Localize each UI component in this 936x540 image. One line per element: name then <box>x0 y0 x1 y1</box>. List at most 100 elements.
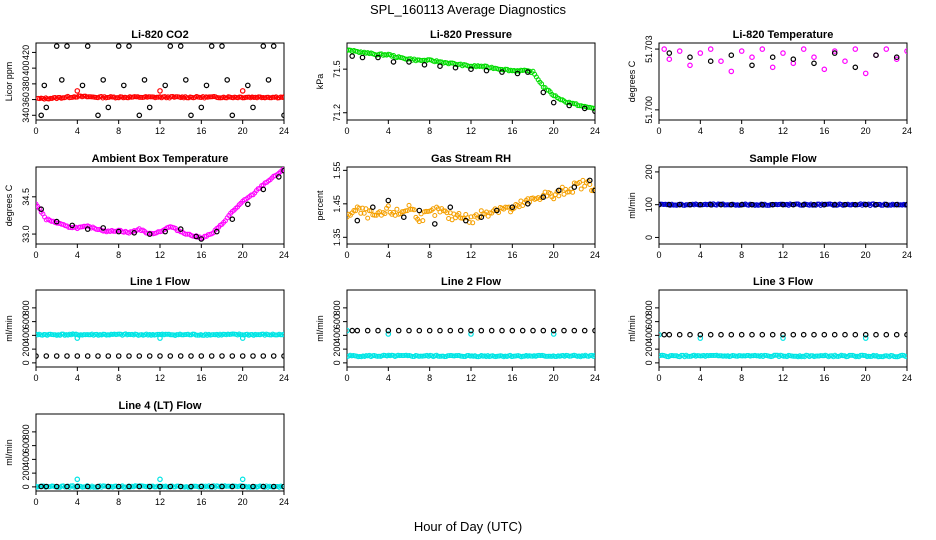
data-point <box>738 201 745 208</box>
data-point <box>461 354 467 359</box>
data-point <box>718 58 724 65</box>
data-point <box>759 201 766 208</box>
data-point <box>873 52 879 59</box>
x-tick-label: 20 <box>238 126 248 136</box>
data-point <box>661 331 668 338</box>
data-point <box>154 94 160 100</box>
panel-6: Sample Flow 0 4 8 12 16 20 24 0 100 200 ml/min <box>627 153 912 260</box>
y-tick-label: 400 <box>21 328 31 343</box>
data-point <box>749 353 755 359</box>
data-point <box>53 483 60 490</box>
data-point <box>372 212 378 218</box>
series-temperature-scatter <box>661 46 907 77</box>
data-point <box>206 94 212 100</box>
data-point <box>219 483 225 490</box>
x-tick-label: 16 <box>507 373 517 383</box>
data-point <box>904 48 907 54</box>
series-line-3-low-flow <box>659 352 907 360</box>
data-point <box>394 206 400 212</box>
data-point <box>111 228 116 234</box>
x-tick-label: 20 <box>549 126 559 136</box>
data-point <box>550 327 557 334</box>
panel-title: Gas Stream RH <box>431 153 511 165</box>
data-point <box>862 70 869 77</box>
data-point <box>873 331 879 338</box>
data-point <box>862 335 869 341</box>
y-tick-label: 800 <box>21 300 31 315</box>
y-tick-label: 600 <box>21 314 31 329</box>
x-tick-label: 8 <box>427 126 432 136</box>
data-point <box>369 204 376 211</box>
data-point <box>84 226 91 232</box>
data-point <box>164 484 170 490</box>
x-tick-label: 8 <box>116 373 121 383</box>
data-point <box>167 483 174 490</box>
x-tick-label: 24 <box>279 126 289 136</box>
x-tick-label: 4 <box>698 250 703 260</box>
data-point <box>846 352 852 358</box>
data-point <box>58 77 65 83</box>
data-point <box>265 77 272 83</box>
data-point <box>852 331 859 338</box>
data-point <box>840 353 846 359</box>
data-point <box>375 327 381 334</box>
x-tick-label: 4 <box>75 497 80 507</box>
data-point <box>400 214 407 221</box>
data-point <box>707 46 714 52</box>
data-point <box>728 201 735 208</box>
y-tick-label: 400 <box>644 328 654 343</box>
data-point <box>780 335 786 341</box>
x-tick-label: 16 <box>819 373 829 383</box>
x-tick-label: 16 <box>196 497 206 507</box>
y-tick-label: 1.45 <box>332 195 342 213</box>
data-point <box>278 332 284 338</box>
x-tick-label: 20 <box>549 250 559 260</box>
data-point <box>157 353 163 359</box>
data-point <box>115 483 122 490</box>
x-tick-label: 4 <box>698 126 703 136</box>
series-line-4-samples <box>38 483 284 490</box>
data-point <box>550 99 557 106</box>
x-tick-label: 16 <box>819 126 829 136</box>
data-point <box>36 483 39 490</box>
data-point <box>219 353 225 359</box>
x-tick-label: 12 <box>466 250 476 260</box>
x-tick-label: 16 <box>196 126 206 136</box>
data-point <box>198 236 205 242</box>
figure-x-label: Hour of Day (UTC) <box>414 519 522 534</box>
data-point <box>842 58 848 65</box>
data-point <box>36 353 39 359</box>
data-point <box>811 201 817 208</box>
x-tick-label: 12 <box>155 373 165 383</box>
data-point <box>790 353 796 359</box>
series-co2-samples <box>38 43 284 119</box>
data-point <box>390 59 397 65</box>
data-point <box>193 233 200 240</box>
data-point <box>552 354 558 359</box>
series-line-2-cyan-outliers <box>347 327 557 337</box>
data-point <box>364 327 371 334</box>
data-point <box>877 354 883 360</box>
data-point <box>462 217 469 224</box>
data-point <box>738 48 745 54</box>
data-point <box>697 331 704 338</box>
x-tick-label: 16 <box>196 373 206 383</box>
x-tick-label: 16 <box>507 250 517 260</box>
data-point <box>437 327 443 334</box>
data-point <box>707 331 714 338</box>
data-point <box>38 206 45 213</box>
data-point <box>883 331 890 338</box>
data-point <box>177 43 184 49</box>
x-tick-label: 24 <box>279 497 289 507</box>
data-point <box>687 201 693 208</box>
data-point <box>95 353 101 359</box>
data-point <box>561 327 567 334</box>
data-point <box>403 56 409 62</box>
data-point <box>581 327 588 334</box>
y-tick-label: 360 <box>21 92 31 107</box>
data-point <box>800 46 807 52</box>
x-tick-label: 4 <box>698 373 703 383</box>
data-point <box>676 201 683 208</box>
plot-area <box>36 331 284 359</box>
